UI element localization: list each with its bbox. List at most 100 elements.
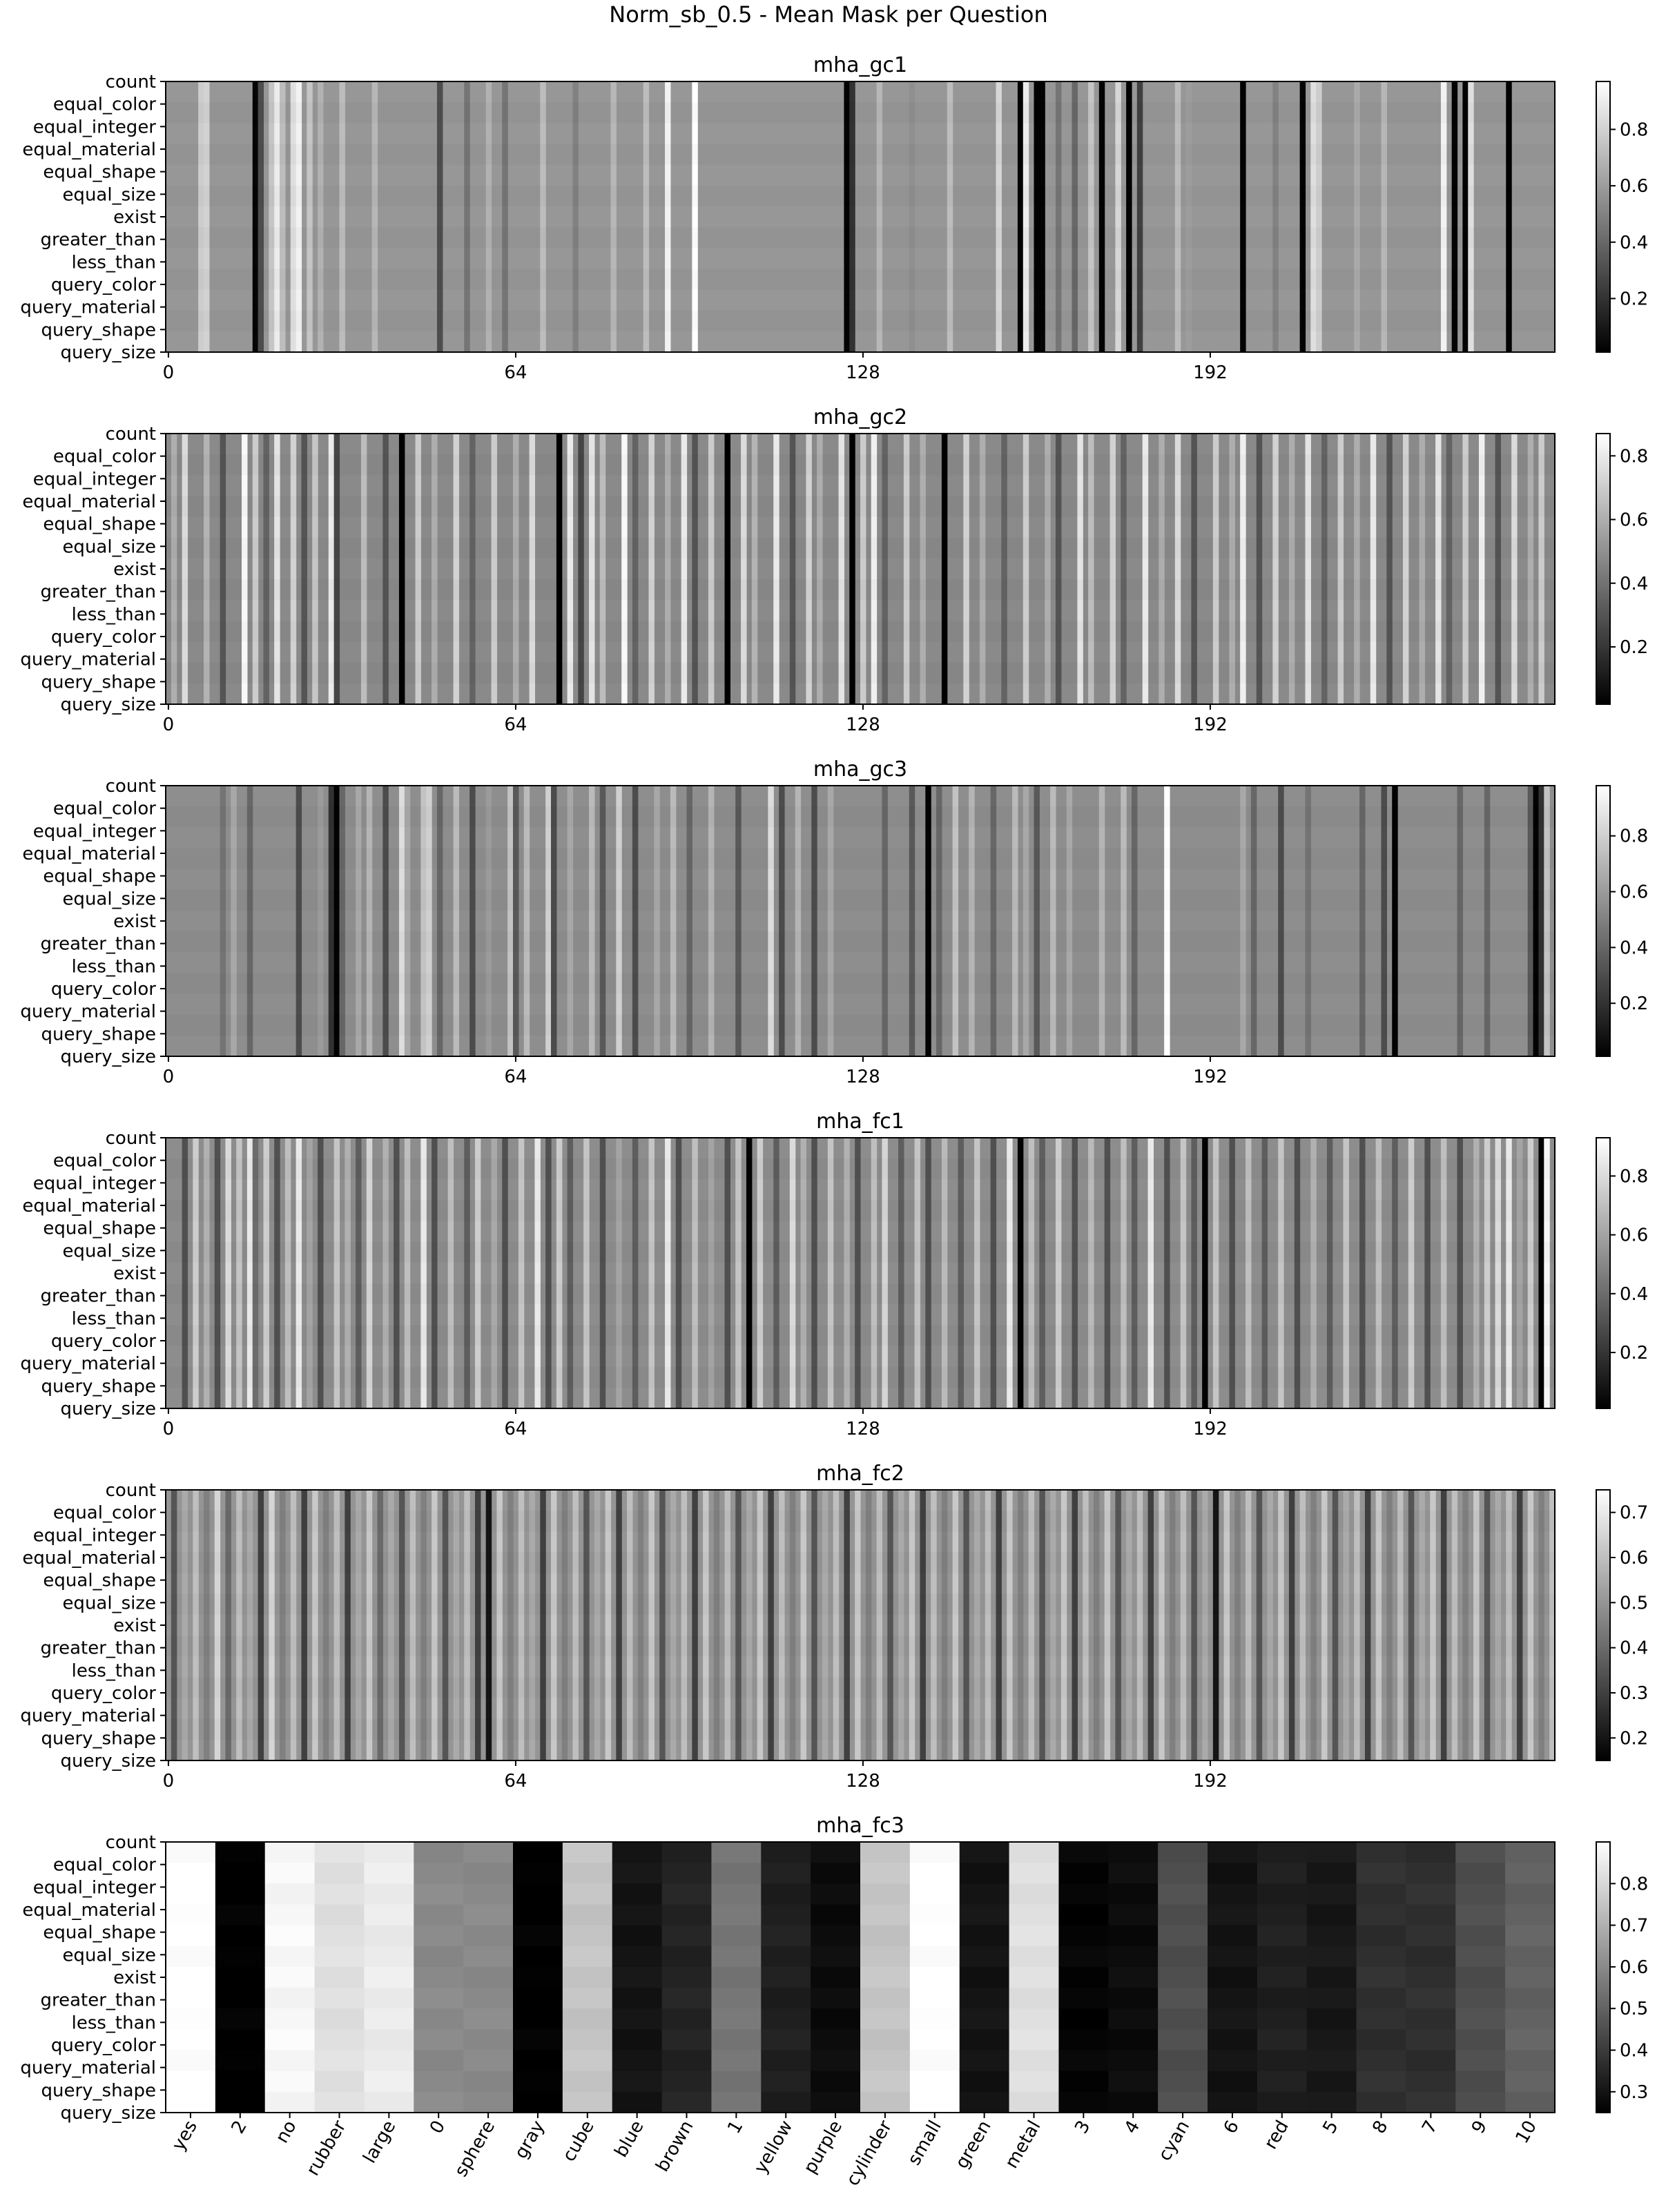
heatmap-cell [811,1946,861,1968]
y-tick-label: equal_shape [43,1923,156,1943]
heatmap-column [627,1490,633,1760]
heatmap-column [518,1490,525,1760]
heatmap-cell [364,1925,414,1947]
y-tick-label: equal_size [62,1945,156,1966]
heatmap-cell [463,2050,514,2072]
heatmap-row-shade [166,579,1555,600]
heatmap-column [1121,1138,1127,1408]
heatmap-cell [761,1988,811,2009]
heatmap-cell [811,2050,861,2072]
heatmap-cell [761,1883,811,1905]
heatmap-cell [562,1904,613,1926]
heatmap-column [1034,81,1040,352]
heatmap-column [198,81,204,352]
heatmap-column [301,434,307,704]
heatmap-column [578,434,584,704]
y-tick-label: less_than [72,604,156,625]
heatmap-column [1278,1138,1284,1408]
heatmap-cell [1058,1925,1109,1947]
colorbar [1596,1841,1611,2113]
heatmap-cell [661,2029,713,2051]
heatmap-cell [166,2070,216,2093]
heatmap-cell [314,2008,365,2030]
heatmap-cell [959,2091,1010,2113]
y-tick-label: greater_than [40,230,156,251]
heatmap-column [318,81,324,352]
heatmap-column [1288,434,1295,704]
heatmap-column [920,434,926,704]
heatmap-cell [1406,2070,1456,2093]
heatmap-cell [215,2091,266,2113]
heatmap-cell [612,1883,663,1905]
heatmap-cell [1158,1863,1208,1884]
heatmap-column [1023,81,1029,352]
heatmap-cell [1406,2091,1456,2113]
heatmap-column [827,786,834,1056]
heatmap-column [1430,1490,1436,1760]
heatmap-row-shade [166,538,1555,559]
figure-title: Norm_sb_0.5 - Mean Mask per Question [609,1,1047,28]
heatmap-cell [215,1883,266,1905]
heatmap-column [339,81,345,352]
heatmap-column [442,1490,449,1760]
heatmap-cell [860,1966,911,1988]
heatmap-cell [513,1883,563,1905]
y-tick-label: equal_color [53,799,156,819]
heatmap-cell [1158,1988,1208,2009]
heatmap-cell [364,1946,414,1968]
heatmap-column [1402,434,1409,704]
heatmap-cell [314,2070,365,2093]
heatmap-cell [612,1863,663,1884]
colorbar-tick-label: 0.3 [1620,1683,1648,1704]
heatmap-column [246,1490,253,1760]
colorbar-tick-label: 0.7 [1620,1916,1648,1937]
heatmap-cell [264,1946,316,1968]
heatmap-column [958,1138,964,1408]
heatmap-column [1299,1490,1306,1760]
heatmap-column [420,1490,427,1760]
heatmap-column [876,81,883,352]
y-tick-label: count [106,424,156,445]
heatmap-column [518,1138,525,1408]
heatmap-cell [1356,1842,1407,1863]
heatmap-cell [1455,2029,1506,2051]
heatmap-cell [314,2050,365,2072]
y-tick-label: equal_shape [43,866,156,887]
heatmap-cell [463,2070,514,2093]
heatmap-column [817,434,823,704]
heatmap-cell [1108,1883,1159,1905]
heatmap-cell [860,2008,911,2030]
heatmap-column [171,1490,177,1760]
heatmap-column [1538,1138,1544,1408]
heatmap-column [507,786,514,1056]
heatmap-column [692,1490,698,1760]
heatmap-cell [1208,2091,1258,2113]
heatmap-cell [1406,2050,1456,2072]
heatmap-column [1212,434,1219,704]
heatmap-column [1544,1138,1550,1408]
heatmap-column [1093,1490,1100,1760]
heatmap-cell [761,2050,811,2072]
heatmap-cell [909,1988,960,2009]
heatmap-column [356,1490,362,1760]
y-tick-label: query_shape [41,1728,156,1749]
heatmap-cell [1505,1863,1556,1884]
heatmap-cell [1505,1904,1556,1926]
heatmap-column [882,1138,888,1408]
heatmap-cell [1356,1966,1407,1988]
heatmap-cell [1058,1883,1109,1905]
heatmap-column [1039,81,1045,352]
heatmap-cell [1257,1988,1308,2009]
heatmap-cell [711,2008,762,2030]
heatmap-cell [1505,1988,1556,2009]
heatmap-row-shade [166,1200,1555,1221]
heatmap-column [963,434,969,704]
heatmap-column [1240,786,1246,1056]
heatmap-cell [463,1904,514,1926]
heatmap-column [665,81,671,352]
x-tick-label: 192 [1193,715,1228,735]
heatmap-cell [264,2008,316,2030]
heatmap-cell [314,1966,365,1988]
heatmap-cell [1208,1966,1258,1988]
heatmap-cell [1058,1966,1109,1988]
